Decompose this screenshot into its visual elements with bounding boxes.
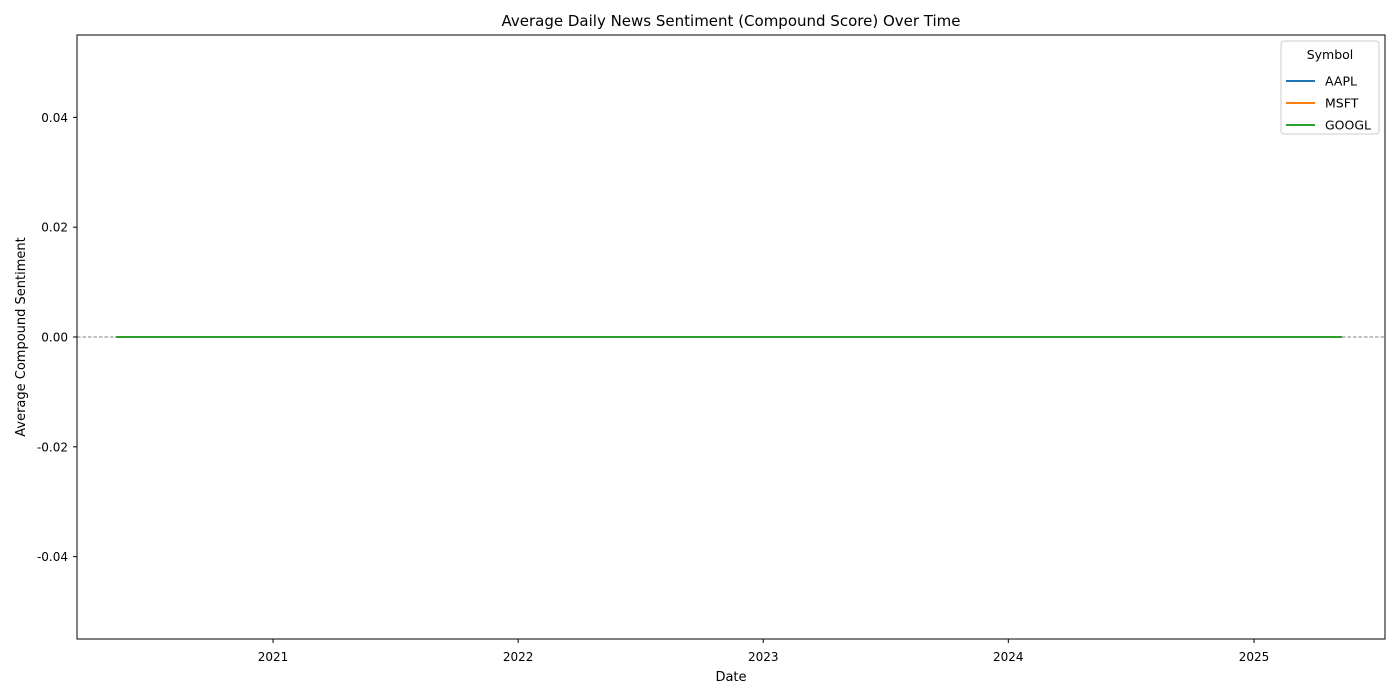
legend-title: Symbol: [1307, 47, 1354, 62]
y-tick-label: -0.04: [37, 550, 68, 564]
x-axis-label: Date: [715, 670, 746, 685]
x-tick-label: 2024: [993, 650, 1024, 664]
x-tick-label: 2022: [503, 650, 534, 664]
chart-legend: Symbol AAPL MSFT GOOGL: [1280, 40, 1380, 135]
legend-label-googl: GOOGL: [1325, 118, 1371, 133]
legend-label-aapl: AAPL: [1325, 74, 1357, 89]
x-tick-label: 2025: [1239, 650, 1270, 664]
x-tick-label: 2023: [748, 650, 779, 664]
y-tick-label: 0.00: [41, 331, 68, 345]
y-axis-label: Average Compound Sentiment: [14, 237, 29, 436]
legend-frame: [1280, 40, 1380, 135]
y-tick-label: -0.02: [37, 440, 68, 454]
y-tick-label: 0.04: [41, 111, 68, 125]
x-tick-label: 2021: [258, 650, 289, 664]
legend-label-msft: MSFT: [1325, 96, 1359, 111]
y-tick-label: 0.02: [41, 221, 68, 235]
chart-title: Average Daily News Sentiment (Compound S…: [502, 12, 961, 30]
